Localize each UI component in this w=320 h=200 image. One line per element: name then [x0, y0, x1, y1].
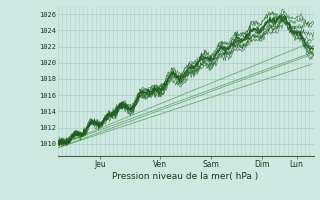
X-axis label: Pression niveau de la mer( hPa ): Pression niveau de la mer( hPa )	[112, 172, 259, 181]
